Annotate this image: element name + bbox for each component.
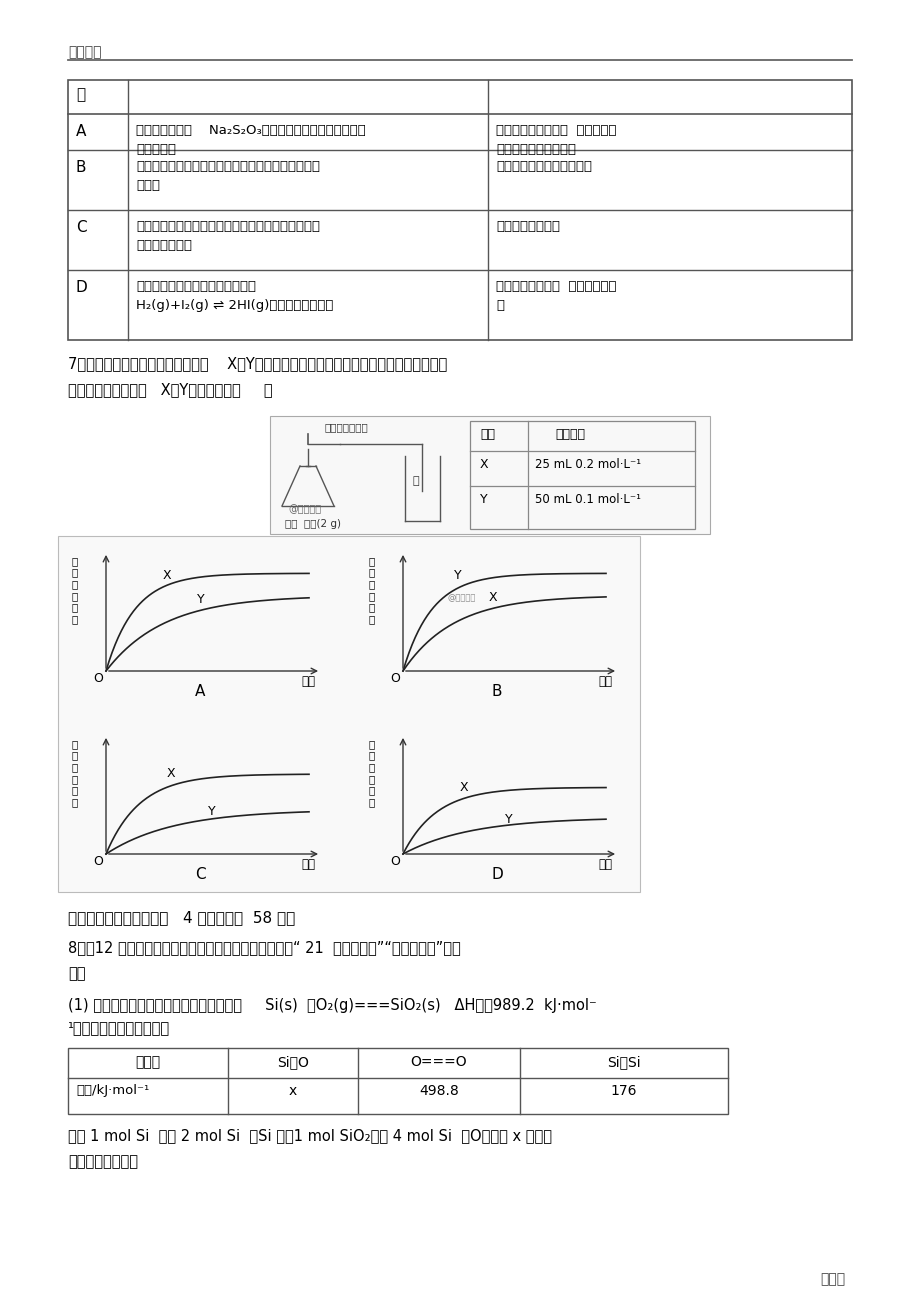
Text: @正确教育: @正确教育	[448, 593, 475, 602]
Text: X: X	[488, 592, 496, 605]
Text: 在化学反应前后，催化剂的质量和化学性质都没有发: 在化学反应前后，催化剂的质量和化学性质都没有发	[136, 160, 320, 173]
Text: Y: Y	[208, 805, 215, 818]
Text: 498.8: 498.8	[419, 1084, 459, 1098]
Text: 项: 项	[76, 87, 85, 102]
Text: 实验: 实验	[480, 427, 494, 440]
Text: 物质的量浓度相同的盐酸和醒酸分别与等质量的形状: 物质的量浓度相同的盐酸和醒酸分别与等质量的形状	[136, 220, 320, 233]
Text: 其他条件相同，    Na₂S₂O₃溶液浓度越大，析出硫沉淠所: 其他条件相同， Na₂S₂O₃溶液浓度越大，析出硫沉淠所	[136, 124, 366, 137]
Text: 已知 1 mol Si  中含 2 mol Si  －Si 键，1 mol SiO₂中含 4 mol Si  －O键，则 x 的値为: 已知 1 mol Si 中含 2 mol Si －Si 键，1 mol SiO₂…	[68, 1128, 551, 1143]
Text: 时间: 时间	[301, 857, 314, 870]
Text: 水: 水	[413, 476, 419, 486]
Text: H₂(g)+I₂(g) ⇌ 2HI(g)，把容积缩小一倍: H₂(g)+I₂(g) ⇌ 2HI(g)，把容积缩小一倍	[136, 298, 333, 311]
Bar	[68, 79, 851, 340]
Text: 7、用如图所示的实验装置进行实验    X、Y时，每隔半分钟分别测定放出气体的体积，下列选: 7、用如图所示的实验装置进行实验 X、Y时，每隔半分钟分别测定放出气体的体积，下…	[68, 356, 447, 371]
Text: ＿＿＿＿＿＿＿。: ＿＿＿＿＿＿＿。	[68, 1154, 138, 1169]
Text: X: X	[163, 569, 171, 582]
Text: 时间: 时间	[301, 675, 314, 688]
Text: 放
出
气
体
体
积: 放 出 气 体 体 积	[369, 739, 375, 807]
Text: 盐酸  锨粒(2 g): 盐酸 锨粒(2 g)	[285, 519, 341, 529]
Text: Si－Si: Si－Si	[607, 1055, 641, 1068]
Text: 带有刻度的试管: 带有刻度的试管	[324, 422, 369, 433]
Text: B: B	[492, 684, 502, 698]
Text: (1) 晶体硫在氧气中燃烧的热化学方程式为     Si(s)  ＋O₂(g)===SiO₂(s)   ΔH＝－989.2  kJ·mol⁻: (1) 晶体硫在氧气中燃烧的热化学方程式为 Si(s) ＋O₂(g)===SiO…	[68, 998, 596, 1012]
Text: 放
出
气
体
体
积: 放 出 气 体 体 积	[72, 739, 78, 807]
Bar	[470, 421, 694, 529]
Text: A: A	[76, 124, 86, 139]
Text: 浓度化学反应速率加快: 浓度化学反应速率加快	[495, 143, 575, 156]
Text: 在容积可变的密闭容器中发生反应: 在容积可变的密闭容器中发生反应	[136, 280, 255, 293]
Text: 变: 变	[495, 298, 504, 311]
Text: O: O	[390, 855, 400, 868]
Text: 25 mL 0.2 mol·L⁻¹: 25 mL 0.2 mol·L⁻¹	[535, 457, 641, 470]
Text: ¹，有关键能数据如下表：: ¹，有关键能数据如下表：	[68, 1020, 170, 1035]
Text: O: O	[93, 855, 103, 868]
Text: O===O: O===O	[410, 1055, 467, 1068]
Text: Si－O: Si－O	[277, 1055, 309, 1068]
Text: 生改变: 生改变	[136, 179, 160, 192]
Text: 相同的锤粒反应: 相同的锤粒反应	[136, 238, 192, 251]
Text: 项中能正确表示实验   X、Y的结果的是（     ）: 项中能正确表示实验 X、Y的结果的是（ ）	[68, 382, 272, 397]
Text: O: O	[93, 672, 103, 685]
Text: D: D	[76, 280, 87, 294]
Text: D: D	[491, 866, 503, 882]
Text: 催化剂一定不参与化学反应: 催化剂一定不参与化学反应	[495, 160, 591, 173]
Text: 50 mL 0.1 mol·L⁻¹: 50 mL 0.1 mol·L⁻¹	[535, 493, 641, 506]
Text: x: x	[289, 1084, 297, 1098]
Text: 正反应速率加快，  逆反应速率不: 正反应速率加快， 逆反应速率不	[495, 280, 616, 293]
Text: X: X	[166, 767, 176, 780]
Text: 当其他条件不变时，  增大反应物: 当其他条件不变时， 增大反应物	[495, 124, 616, 137]
Text: 放
出
气
体
体
积: 放 出 气 体 体 积	[369, 556, 375, 624]
Text: 需时间越短: 需时间越短	[136, 143, 176, 156]
Text: 时间: 时间	[597, 857, 611, 870]
Text: O: O	[390, 672, 400, 685]
Text: 放
出
气
体
体
积: 放 出 气 体 体 积	[72, 556, 78, 624]
Text: 176: 176	[610, 1084, 637, 1098]
Bar	[269, 416, 709, 534]
Text: 反应开始速率相同: 反应开始速率相同	[495, 220, 560, 233]
Text: 8、（12 分）据《参考消息》报道，有科学家提出硫是“ 21  世纪的能源”“未来的石油”的观: 8、（12 分）据《参考消息》报道，有科学家提出硫是“ 21 世纪的能源”“未来…	[68, 939, 460, 955]
Text: X: X	[480, 457, 488, 470]
Text: A: A	[195, 684, 205, 698]
Text: 所耗盐酸: 所耗盐酸	[554, 427, 584, 440]
Text: C: C	[195, 866, 205, 882]
Text: @正确教育: @正确教育	[288, 504, 321, 513]
Text: C: C	[76, 220, 86, 235]
Text: 二、非选择题（本题包括   4 个小题，共  58 分）: 二、非选择题（本题包括 4 个小题，共 58 分）	[68, 909, 295, 925]
Text: 时间: 时间	[597, 675, 611, 688]
Text: 化学键: 化学键	[135, 1055, 161, 1068]
Text: 部编本: 部编本	[819, 1272, 845, 1286]
Text: 欢迎使用: 欢迎使用	[68, 46, 101, 59]
Text: B: B	[76, 160, 86, 175]
Text: Y: Y	[504, 813, 512, 826]
Bar	[58, 536, 640, 893]
Text: Y: Y	[480, 493, 487, 506]
Bar	[68, 1048, 727, 1114]
Text: 键能/kJ·mol⁻¹: 键能/kJ·mol⁻¹	[76, 1084, 149, 1097]
Text: Y: Y	[198, 593, 205, 606]
Text: X: X	[460, 780, 468, 794]
Text: Y: Y	[453, 569, 460, 582]
Text: 点。: 点。	[68, 966, 85, 981]
